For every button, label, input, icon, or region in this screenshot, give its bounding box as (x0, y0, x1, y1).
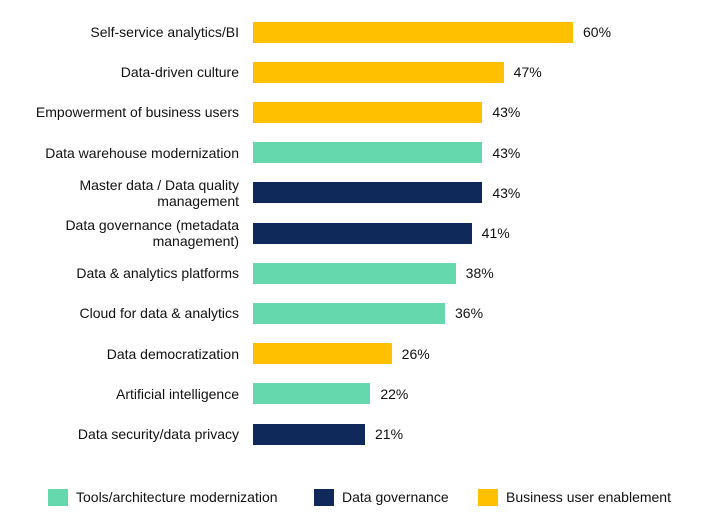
legend-label: Data governance (342, 489, 449, 505)
category-label: Data security/data privacy (77, 426, 239, 442)
bar (253, 101, 483, 123)
bar (253, 61, 504, 83)
category-label: Empowerment of business users (35, 104, 239, 121)
value-label: 47% (513, 64, 542, 81)
bar (253, 222, 472, 244)
value-label: 21% (375, 426, 404, 442)
value-label: 36% (455, 305, 484, 322)
bar (253, 302, 445, 324)
category-label: Data warehouse modernization (45, 144, 239, 161)
bar (253, 262, 456, 284)
value-label: 60% (583, 24, 612, 40)
category-label: Data governance (metadata management) (65, 217, 239, 249)
value-label: 43% (492, 184, 521, 201)
value-label: 41% (481, 225, 510, 241)
bar (253, 21, 573, 43)
value-label: 22% (380, 385, 409, 402)
category-label: Master data / Data quality management (79, 176, 239, 209)
value-label: 38% (465, 265, 494, 282)
legend-swatch (314, 489, 334, 506)
bar (253, 343, 392, 365)
bar (253, 423, 365, 445)
value-label: 43% (492, 144, 521, 161)
legend-label: Tools/architecture modernization (76, 489, 278, 505)
category-label: Data-driven culture (120, 64, 239, 81)
category-label: Artificial intelligence (116, 385, 239, 402)
legend-swatch (478, 489, 498, 506)
value-label: 26% (401, 345, 430, 362)
category-label: Data & analytics platforms (76, 265, 239, 282)
bar (253, 182, 483, 204)
category-label: Data democratization (106, 345, 239, 362)
bar (253, 142, 483, 164)
legend-swatch (48, 489, 68, 506)
legend-label: Business user enablement (506, 489, 671, 505)
bar (253, 383, 371, 405)
category-label: Self-service analytics/BI (90, 24, 239, 40)
category-label: Cloud for data & analytics (79, 305, 239, 322)
value-label: 43% (492, 104, 521, 121)
